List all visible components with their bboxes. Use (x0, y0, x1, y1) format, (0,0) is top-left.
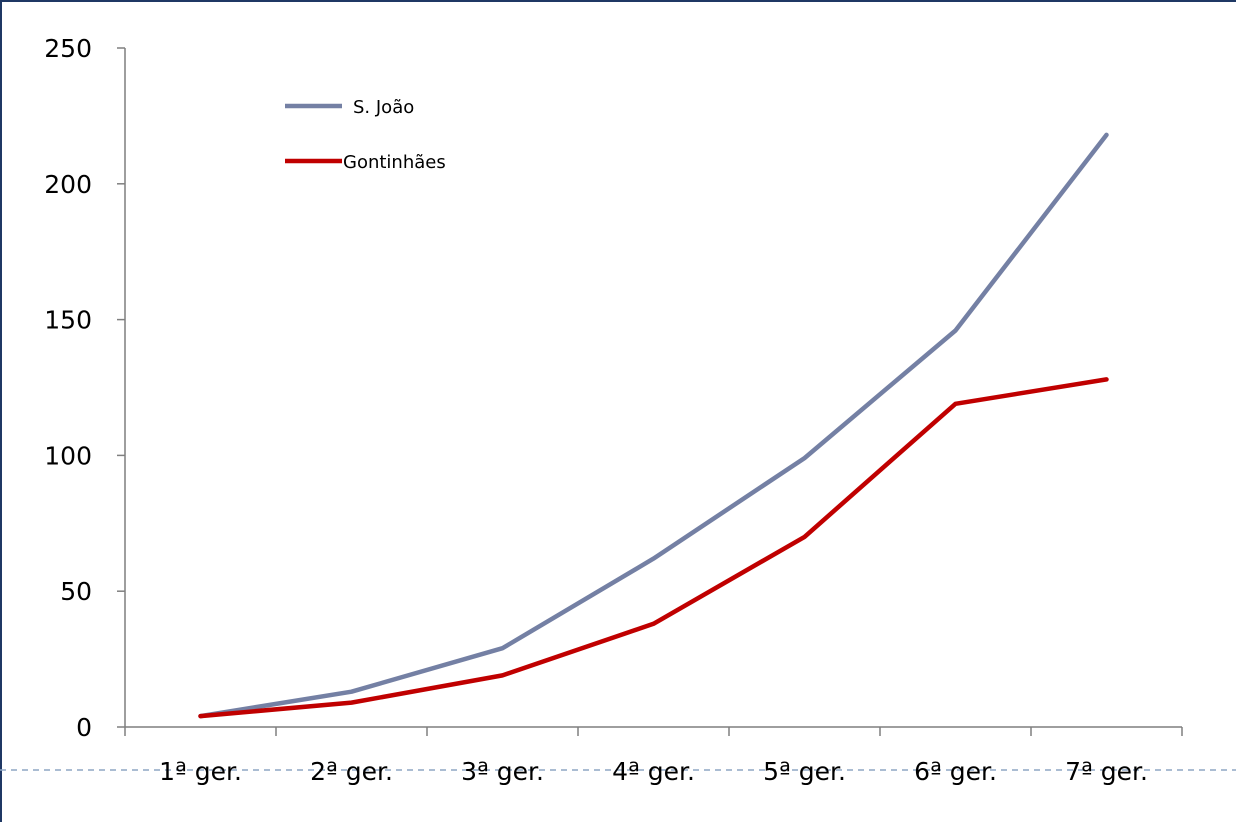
x-category-label: 7ª ger. (1065, 757, 1148, 786)
y-tick-label: 250 (44, 34, 92, 63)
x-category-label: 2ª ger. (310, 757, 393, 786)
chart-axes (124, 48, 1182, 728)
series-layer (198, 132, 1109, 719)
x-category-label: 6ª ger. (914, 757, 997, 786)
y-axis-ticks: 0 50 100 150 200 250 (44, 34, 125, 742)
legend: S. João Gontinhães (285, 97, 446, 173)
x-category-label: 5ª ger. (763, 757, 846, 786)
y-tick-label: 150 (44, 306, 92, 335)
y-tick-label: 200 (44, 170, 92, 199)
x-category-label: 3ª ger. (461, 757, 544, 786)
series-line-0 (198, 132, 1109, 719)
y-tick-label: 100 (44, 441, 92, 470)
y-tick-label: 0 (76, 713, 92, 742)
y-tick-label: 50 (60, 577, 92, 606)
series-line-1 (198, 377, 1109, 719)
x-axis-ticks: 1ª ger. 2ª ger. 3ª ger. 4ª ger. 5ª ger. 6ª ge… (124, 727, 1183, 786)
x-category-label: 4ª ger. (612, 757, 695, 786)
legend-label: Gontinhães (343, 152, 446, 173)
legend-label: S. João (353, 97, 414, 118)
x-category-label: 1ª ger. (159, 757, 242, 786)
